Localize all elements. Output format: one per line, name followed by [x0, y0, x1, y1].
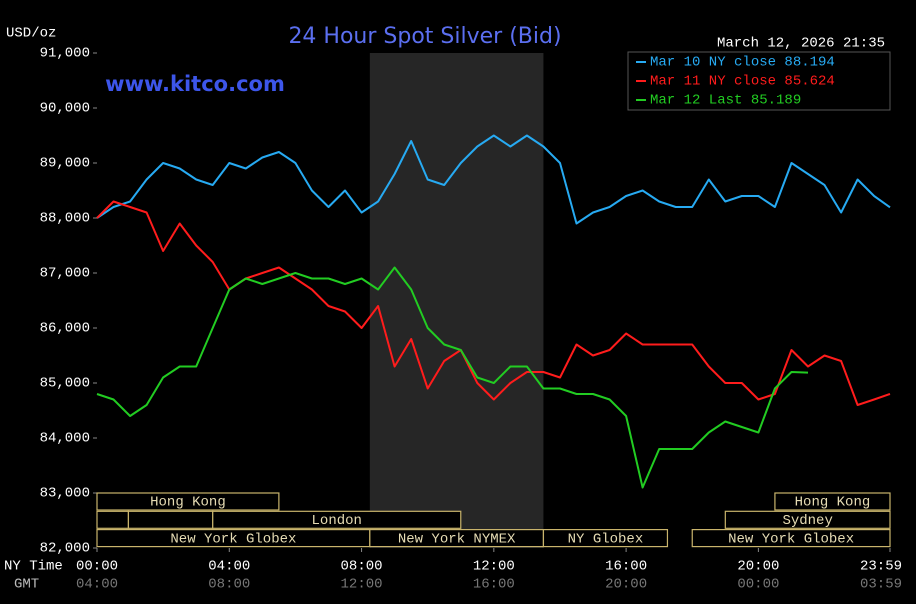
y-tick-label: 89,000: [40, 156, 90, 172]
session-box: [96, 492, 280, 511]
session-box: [542, 528, 669, 548]
session-label: NY Globex: [568, 531, 644, 547]
session-label: New York Globex: [728, 531, 854, 547]
gmt-tick-label: 00:00: [737, 577, 779, 593]
x-tick-label: 23:59: [860, 559, 902, 575]
gmt-tick-label: 03:59: [860, 577, 902, 593]
x-axis-label: NY Time: [4, 559, 63, 575]
legend-label: Mar 12 Last 85.189: [650, 93, 801, 109]
timestamp: March 12, 2026 21:35: [717, 36, 885, 52]
session-box: [212, 510, 462, 529]
legend-box: [627, 51, 891, 111]
legend-label: Mar 10 NY close 88.194: [650, 55, 835, 71]
x-tick-label: 20:00: [737, 559, 779, 575]
x-tick-label: 16:00: [605, 559, 647, 575]
x2-axis-label: GMT: [14, 577, 39, 593]
session-label: Hong Kong: [150, 495, 226, 511]
session-label: New York Globex: [170, 531, 296, 547]
session-label: London: [312, 513, 362, 529]
y-axis-label: USD/oz: [6, 26, 56, 42]
legend-label: Mar 11 NY close 85.624: [650, 74, 835, 90]
watermark: www.kitco.com: [105, 72, 285, 96]
gmt-tick-label: 08:00: [208, 577, 250, 593]
chart-title: 24 Hour Spot Silver (Bid): [288, 24, 561, 49]
y-tick-label: 87,000: [40, 266, 90, 282]
session-box: [774, 492, 891, 511]
y-tick-label: 91,000: [40, 46, 90, 62]
series-line: [96, 266, 809, 489]
session-label: Hong Kong: [795, 495, 871, 511]
y-tick-label: 88,000: [40, 211, 90, 227]
y-tick-label: 90,000: [40, 101, 90, 117]
gmt-tick-label: 04:00: [76, 577, 118, 593]
y-tick-label: 86,000: [40, 321, 90, 337]
x-tick-label: 08:00: [341, 559, 383, 575]
session-box: [96, 510, 130, 529]
session-label: New York NYMEX: [398, 531, 516, 547]
session-box: [691, 528, 891, 548]
gmt-tick-label: 20:00: [605, 577, 647, 593]
session-label: Sydney: [782, 513, 832, 529]
highlight-band: [369, 53, 544, 548]
y-tick-label: 84,000: [40, 431, 90, 447]
session-box: [724, 510, 891, 529]
x-tick-label: 04:00: [208, 559, 250, 575]
x-tick-label: 12:00: [473, 559, 515, 575]
gmt-tick-label: 16:00: [473, 577, 515, 593]
y-tick-label: 83,000: [40, 486, 90, 502]
y-tick-label: 82,000: [40, 541, 90, 557]
x-tick-label: 00:00: [76, 559, 118, 575]
session-box: [127, 510, 214, 529]
y-tick-label: 85,000: [40, 376, 90, 392]
gmt-tick-label: 12:00: [341, 577, 383, 593]
series-line: [96, 134, 891, 225]
